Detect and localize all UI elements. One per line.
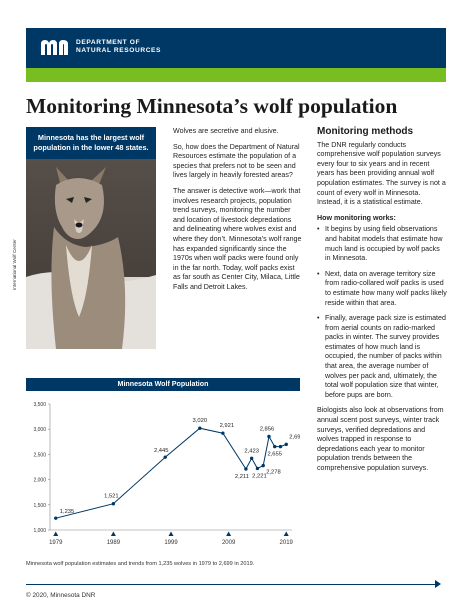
methods-column: Monitoring methods The DNR regularly con…: [317, 127, 447, 480]
methods-list: It begins by using field observations an…: [317, 225, 447, 400]
y-tick-label: 3,000: [33, 427, 46, 433]
org-name: DEPARTMENT OF NATURAL RESOURCES: [76, 39, 161, 55]
data-point: [249, 456, 254, 460]
wolf-photo: Minnesota has the largest wolf populatio…: [26, 127, 156, 349]
data-point: [163, 455, 167, 459]
data-label: 1,521: [104, 494, 119, 500]
list-item: Finally, average pack size is estimated …: [317, 314, 447, 400]
y-tick-label: 3,500: [33, 402, 46, 408]
data-point: [255, 466, 260, 471]
intro-paragraph: So, how does the Department of Natural R…: [173, 142, 300, 180]
data-label: 2,278: [266, 470, 281, 476]
y-tick-label: 2,000: [33, 478, 46, 484]
accent-band: [26, 68, 446, 82]
data-label: 2,655: [267, 452, 282, 458]
data-point: [284, 442, 288, 447]
dnr-logo: DEPARTMENT OF NATURAL RESOURCES: [40, 38, 161, 56]
data-point: [221, 431, 225, 435]
page-title: Monitoring Minnesota’s wolf population: [26, 94, 398, 118]
x-tick-marker: [110, 531, 116, 536]
photo-credit: International Wolf Center: [12, 239, 17, 290]
header-band: [26, 28, 446, 68]
x-tick-marker: [226, 531, 232, 536]
data-label: 2,699: [289, 434, 300, 440]
data-label: 2,856: [260, 426, 275, 432]
methods-heading: Monitoring methods: [317, 126, 414, 137]
x-tick-marker: [168, 531, 174, 536]
copyright: © 2020, Minnesota DNR: [26, 592, 96, 599]
photo-caption: Minnesota has the largest wolf populatio…: [26, 127, 156, 159]
data-label: 2,445: [154, 448, 169, 454]
data-point: [267, 434, 271, 439]
data-label: 2,211: [235, 474, 249, 480]
x-tick-label: 2019: [280, 540, 294, 546]
next-page-arrow-icon: [435, 580, 441, 588]
data-label: 3,020: [193, 418, 208, 424]
data-label: 2,921: [220, 423, 235, 429]
data-point: [278, 444, 283, 449]
x-tick-marker: [53, 531, 59, 536]
data-point: [54, 516, 58, 520]
y-tick-label: 1,500: [33, 503, 46, 509]
data-label: 1,235: [60, 509, 75, 515]
chart-title: Minnesota Wolf Population: [26, 378, 300, 391]
mn-logo-icon: [41, 40, 68, 55]
data-point: [261, 463, 265, 468]
data-point: [111, 502, 116, 506]
data-label: 2,423: [244, 448, 259, 454]
intro-column: Wolves are secretive and elusive. So, ho…: [173, 127, 303, 299]
data-point: [198, 426, 202, 430]
y-tick-label: 1,000: [33, 528, 46, 534]
data-point: [244, 467, 248, 471]
intro-paragraph: Wolves are secretive and elusive.: [173, 127, 279, 135]
chart-caption: Minnesota wolf population estimates and …: [26, 561, 255, 567]
x-tick-label: 1979: [49, 540, 63, 546]
methods-subheading: How monitoring works:: [317, 213, 396, 222]
data-label: 2,221: [252, 473, 267, 479]
x-tick-label: 1999: [164, 540, 178, 546]
x-tick-label: 2009: [222, 540, 236, 546]
x-tick-label: 1989: [107, 540, 121, 546]
intro-paragraph: The answer is detective work—work that i…: [173, 186, 302, 291]
footer-divider: [26, 584, 436, 585]
methods-closing: Biologists also look at observations fro…: [317, 406, 444, 472]
list-item: Next, data on average territory size fro…: [317, 270, 447, 308]
chart-svg: 1,000 1,500 2,000 2,500 3,000 3,500 1979 1989 19…: [33, 402, 303, 546]
y-tick-label: 2,500: [33, 452, 46, 458]
org-line-2: NATURAL RESOURCES: [76, 47, 162, 54]
methods-intro: The DNR regularly conducts comprehensive…: [317, 140, 446, 207]
list-item: It begins by using field observations an…: [317, 225, 447, 263]
wolf-illustration: [26, 127, 156, 349]
org-line-1: DEPARTMENT OF: [76, 39, 141, 46]
wolf-population-chart: 1,000 1,500 2,000 2,500 3,000 3,500 1979 1989 19…: [26, 392, 303, 552]
x-tick-marker: [283, 531, 289, 536]
data-point: [273, 444, 277, 449]
